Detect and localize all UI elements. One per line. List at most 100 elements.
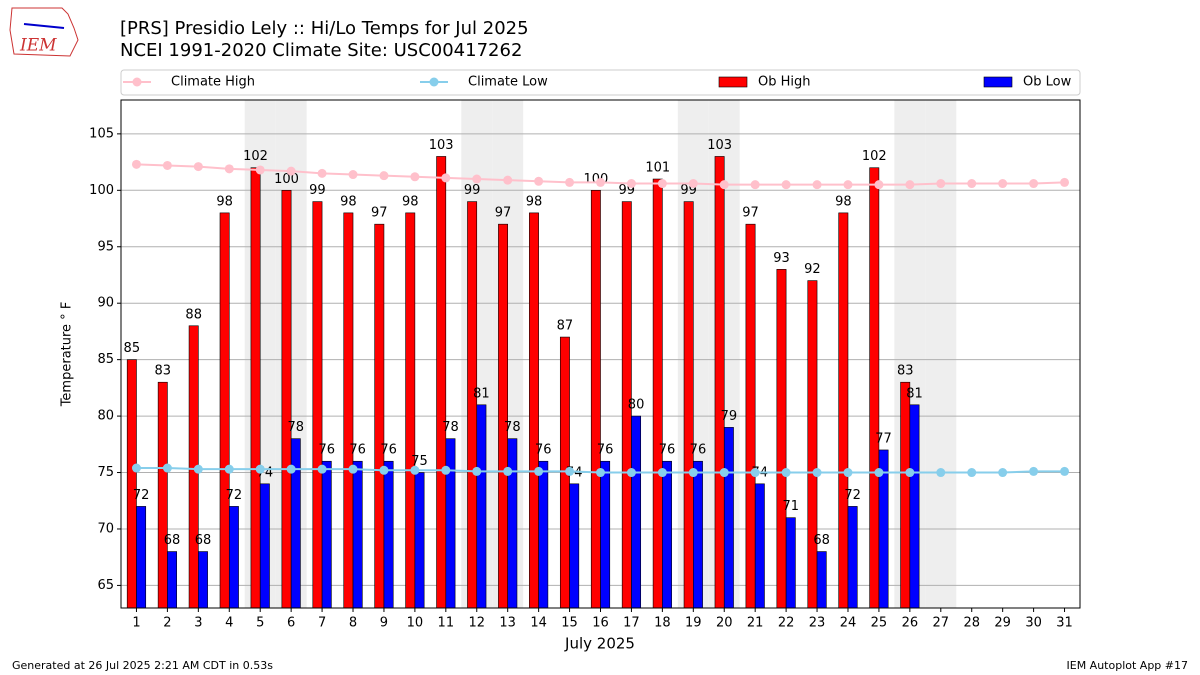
plot-frame [120,99,1081,609]
bar [259,483,270,609]
line-point [379,171,389,181]
bar [529,212,539,609]
legend-swatch [718,76,748,88]
x-tick-label: 3 [194,616,202,631]
y-tick-label: 100 [89,183,114,198]
bar [869,167,880,609]
line-point [255,165,265,175]
x-tick-label: 24 [840,616,857,631]
line-point [781,180,791,190]
value-label: 98 [340,194,357,209]
line-point [998,468,1008,478]
value-label: 100 [583,172,608,187]
line-point [348,170,358,180]
line-point [688,179,698,189]
bar [136,506,147,609]
bar [281,190,292,609]
x-tick-label: 30 [1025,616,1042,631]
value-label: 77 [875,431,892,446]
value-label: 81 [473,386,490,401]
logo-outline [9,7,79,57]
line-point [843,468,853,478]
value-label: 97 [742,206,759,221]
value-label: 103 [429,138,454,153]
value-label: 68 [164,533,181,548]
value-label: 100 [274,172,299,187]
value-label: 98 [835,194,852,209]
bar [723,427,734,609]
value-label: 79 [721,409,738,424]
bar [847,506,858,609]
value-label: 98 [216,194,233,209]
x-tick-label: 27 [933,616,950,631]
x-tick-label: 14 [530,616,547,631]
y-tick-label: 65 [97,578,114,593]
x-tick-label: 6 [287,616,295,631]
x-tick-label: 22 [778,616,795,631]
y-tick-label: 90 [97,296,114,311]
value-label: 78 [504,420,521,435]
line-point [750,468,760,478]
line-point [131,159,141,169]
line-point [534,176,544,186]
line-point [626,179,636,189]
line-point [967,468,977,478]
line-point [843,180,853,190]
bar [693,460,703,609]
bar [167,551,177,609]
line-point [317,168,327,178]
value-label: 81 [906,386,923,401]
line-point [657,468,667,478]
value-label: 72 [844,488,861,503]
bar [785,517,796,609]
bar [436,156,447,609]
legend-marker [132,77,142,87]
bar [662,460,672,609]
x-tick-label: 11 [438,616,455,631]
bar [631,415,642,609]
y-tick-label: 105 [89,126,114,141]
line-point [255,464,265,474]
logo-line [23,23,65,29]
value-label: 72 [226,488,243,503]
legend-box [120,69,1081,96]
line-point [193,464,203,474]
x-tick-label: 2 [163,616,171,631]
bar [383,460,394,609]
value-label: 80 [628,398,645,413]
x-tick-label: 18 [654,616,671,631]
line-point [719,468,729,478]
line-point [286,464,296,474]
line-point [317,464,327,474]
value-label: 76 [318,443,335,458]
x-axis-label: July 2025 [564,635,635,653]
y-tick-label: 70 [97,521,114,536]
line-point [193,162,203,172]
bar [652,178,663,609]
value-label: 71 [782,499,799,514]
y-tick-label: 80 [97,409,114,424]
bar [414,472,425,609]
line-point [410,172,420,182]
chart-subtitle: NCEI 1991-2020 Climate Site: USC00417262 [120,40,522,61]
x-tick-label: 1 [132,616,140,631]
bar [600,460,611,609]
line-point [596,177,605,187]
line-point [750,180,760,190]
bar [198,551,208,609]
value-label: 85 [124,341,141,356]
legend-label: Ob High [758,75,811,90]
line-point [565,177,575,187]
value-label: 102 [862,149,887,164]
line-point [936,179,946,189]
bar [590,190,601,609]
value-label: 72 [133,488,150,503]
x-tick-label: 12 [468,616,485,631]
value-label: 78 [288,420,305,435]
x-tick-label: 28 [963,616,980,631]
line-point [1029,466,1039,476]
value-label: 76 [380,443,397,458]
value-label: 103 [707,138,732,153]
value-label: 76 [349,443,366,458]
